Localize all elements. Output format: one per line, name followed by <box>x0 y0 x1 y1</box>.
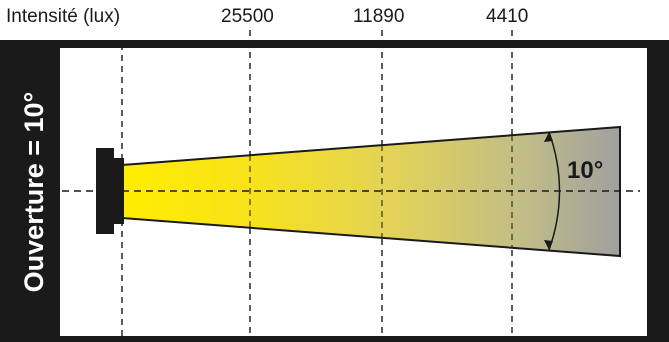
angle-arrow-bottom-icon <box>544 240 553 250</box>
lux-value-25500: 25500 <box>221 6 274 27</box>
angle-arrow-top-icon <box>544 132 553 142</box>
aperture-label: Ouverture = 10° <box>19 92 49 293</box>
angle-label: 10° <box>567 157 603 184</box>
projector-icon <box>96 148 114 234</box>
lux-value-11890: 11890 <box>353 6 405 27</box>
angle-arc <box>548 131 561 251</box>
intensity-label: Intensité (lux) <box>6 6 121 27</box>
lux-value-4410: 4410 <box>486 6 529 27</box>
